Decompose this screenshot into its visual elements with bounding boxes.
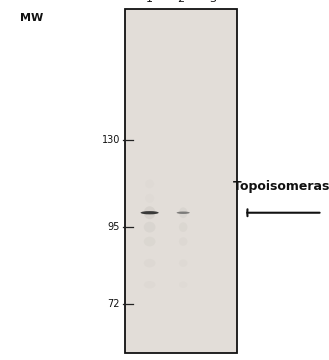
Text: 3: 3 — [209, 0, 216, 4]
Ellipse shape — [179, 222, 188, 232]
Ellipse shape — [144, 206, 156, 219]
Text: 130: 130 — [102, 135, 120, 145]
Ellipse shape — [144, 222, 156, 233]
Ellipse shape — [177, 212, 190, 214]
Ellipse shape — [179, 207, 188, 218]
Text: MW: MW — [20, 13, 43, 23]
Bar — [125, 9, 237, 353]
Text: 95: 95 — [108, 222, 120, 232]
Ellipse shape — [144, 259, 156, 267]
Text: 2: 2 — [177, 0, 185, 4]
Text: Topoisomerase I: Topoisomerase I — [233, 180, 329, 193]
Text: 1: 1 — [146, 0, 153, 4]
Text: 72: 72 — [108, 298, 120, 309]
Ellipse shape — [179, 237, 188, 246]
Ellipse shape — [140, 211, 159, 214]
Ellipse shape — [144, 237, 156, 246]
